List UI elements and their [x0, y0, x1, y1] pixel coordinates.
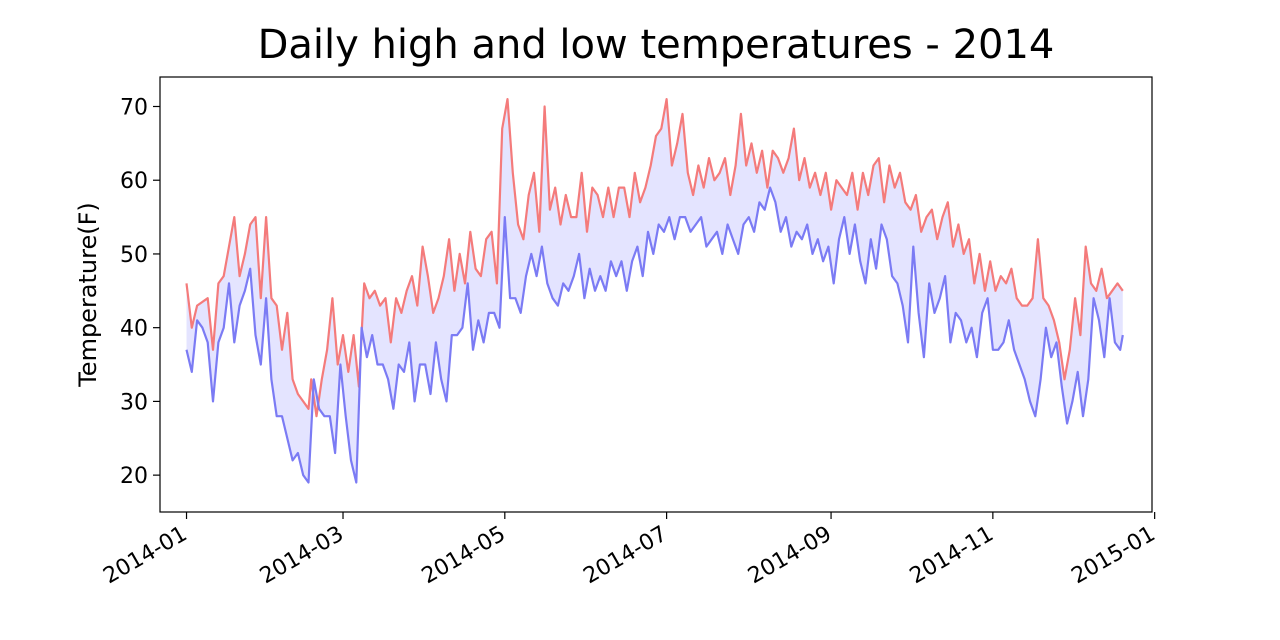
- x-tick-label-2014-03: 2014-03: [256, 522, 348, 590]
- series-line-low: [185, 186, 1124, 484]
- y-tick-label-40: 40: [120, 317, 148, 342]
- x-tick-label-2014-09: 2014-09: [744, 522, 836, 590]
- x-tick-label-2014-01: 2014-01: [99, 522, 191, 590]
- series-line-high: [185, 97, 1124, 418]
- y-tick-label-60: 60: [120, 169, 148, 194]
- y-tick-label-70: 70: [120, 95, 148, 120]
- chart-title: Daily high and low temperatures - 2014: [257, 22, 1055, 68]
- y-tick-label-50: 50: [120, 243, 148, 268]
- fill-between-area: [186, 99, 1123, 483]
- x-tick-label-2014-05: 2014-05: [418, 522, 510, 590]
- y-tick-label-30: 30: [120, 390, 148, 415]
- x-tick-label-2015-01: 2015-01: [1068, 522, 1160, 590]
- y-tick-label-20: 20: [120, 464, 148, 489]
- x-tick-label-2014-11: 2014-11: [906, 522, 998, 590]
- x-tick-label-2014-07: 2014-07: [580, 522, 672, 590]
- y-axis-label: Temperature(F): [74, 202, 102, 388]
- plot-frame: [159, 76, 1153, 513]
